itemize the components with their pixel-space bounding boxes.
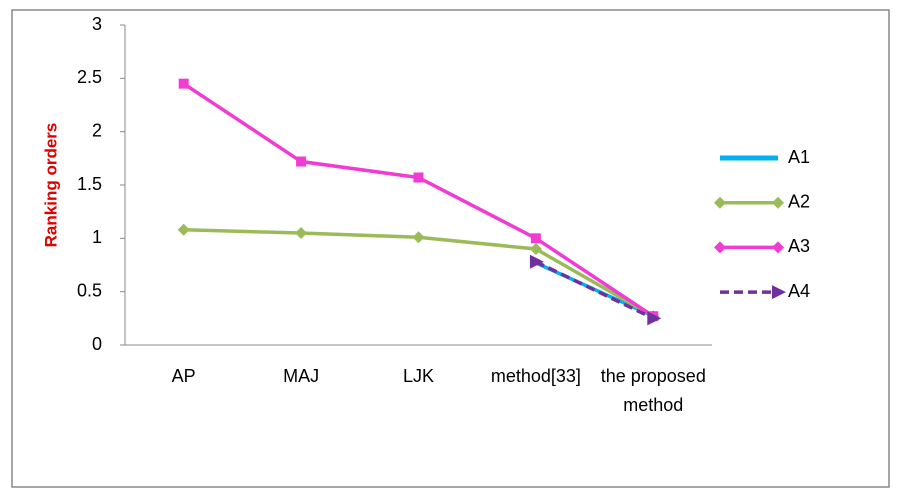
x-tick-label: AP (171, 366, 196, 386)
legend-marker (714, 196, 726, 209)
legend-label: A3 (788, 236, 810, 256)
y-tick-label: 1.5 (77, 174, 102, 194)
point (178, 78, 189, 89)
point (177, 223, 190, 236)
y-tick-label: 2 (92, 120, 102, 140)
point (530, 233, 541, 244)
y-tick-label: 2.5 (77, 67, 102, 87)
legend-marker (714, 241, 726, 254)
point (529, 254, 544, 269)
legend-label: A4 (788, 281, 810, 301)
point (296, 156, 307, 167)
legend-marker (772, 285, 786, 300)
legend-marker (772, 241, 784, 254)
point (413, 172, 424, 183)
y-axis-label: Ranking orders (41, 123, 60, 248)
y-tick-label: 0.5 (77, 280, 102, 300)
series-line (535, 260, 655, 320)
point (647, 311, 662, 326)
x-tick-label: MAJ (283, 366, 320, 386)
legend-label: A1 (788, 147, 810, 167)
legend-label: A2 (788, 191, 810, 211)
legend-marker (772, 196, 784, 209)
point (412, 231, 425, 244)
x-tick-label: LJK (402, 366, 435, 386)
point (529, 243, 542, 255)
point (295, 227, 308, 239)
x-tick-label: the proposed method (600, 366, 706, 415)
y-tick-label: 3 (92, 14, 102, 34)
y-tick-label: 1 (92, 227, 102, 247)
y-tick-label: 0 (92, 334, 102, 354)
x-tick-label: method[33] (490, 366, 581, 386)
